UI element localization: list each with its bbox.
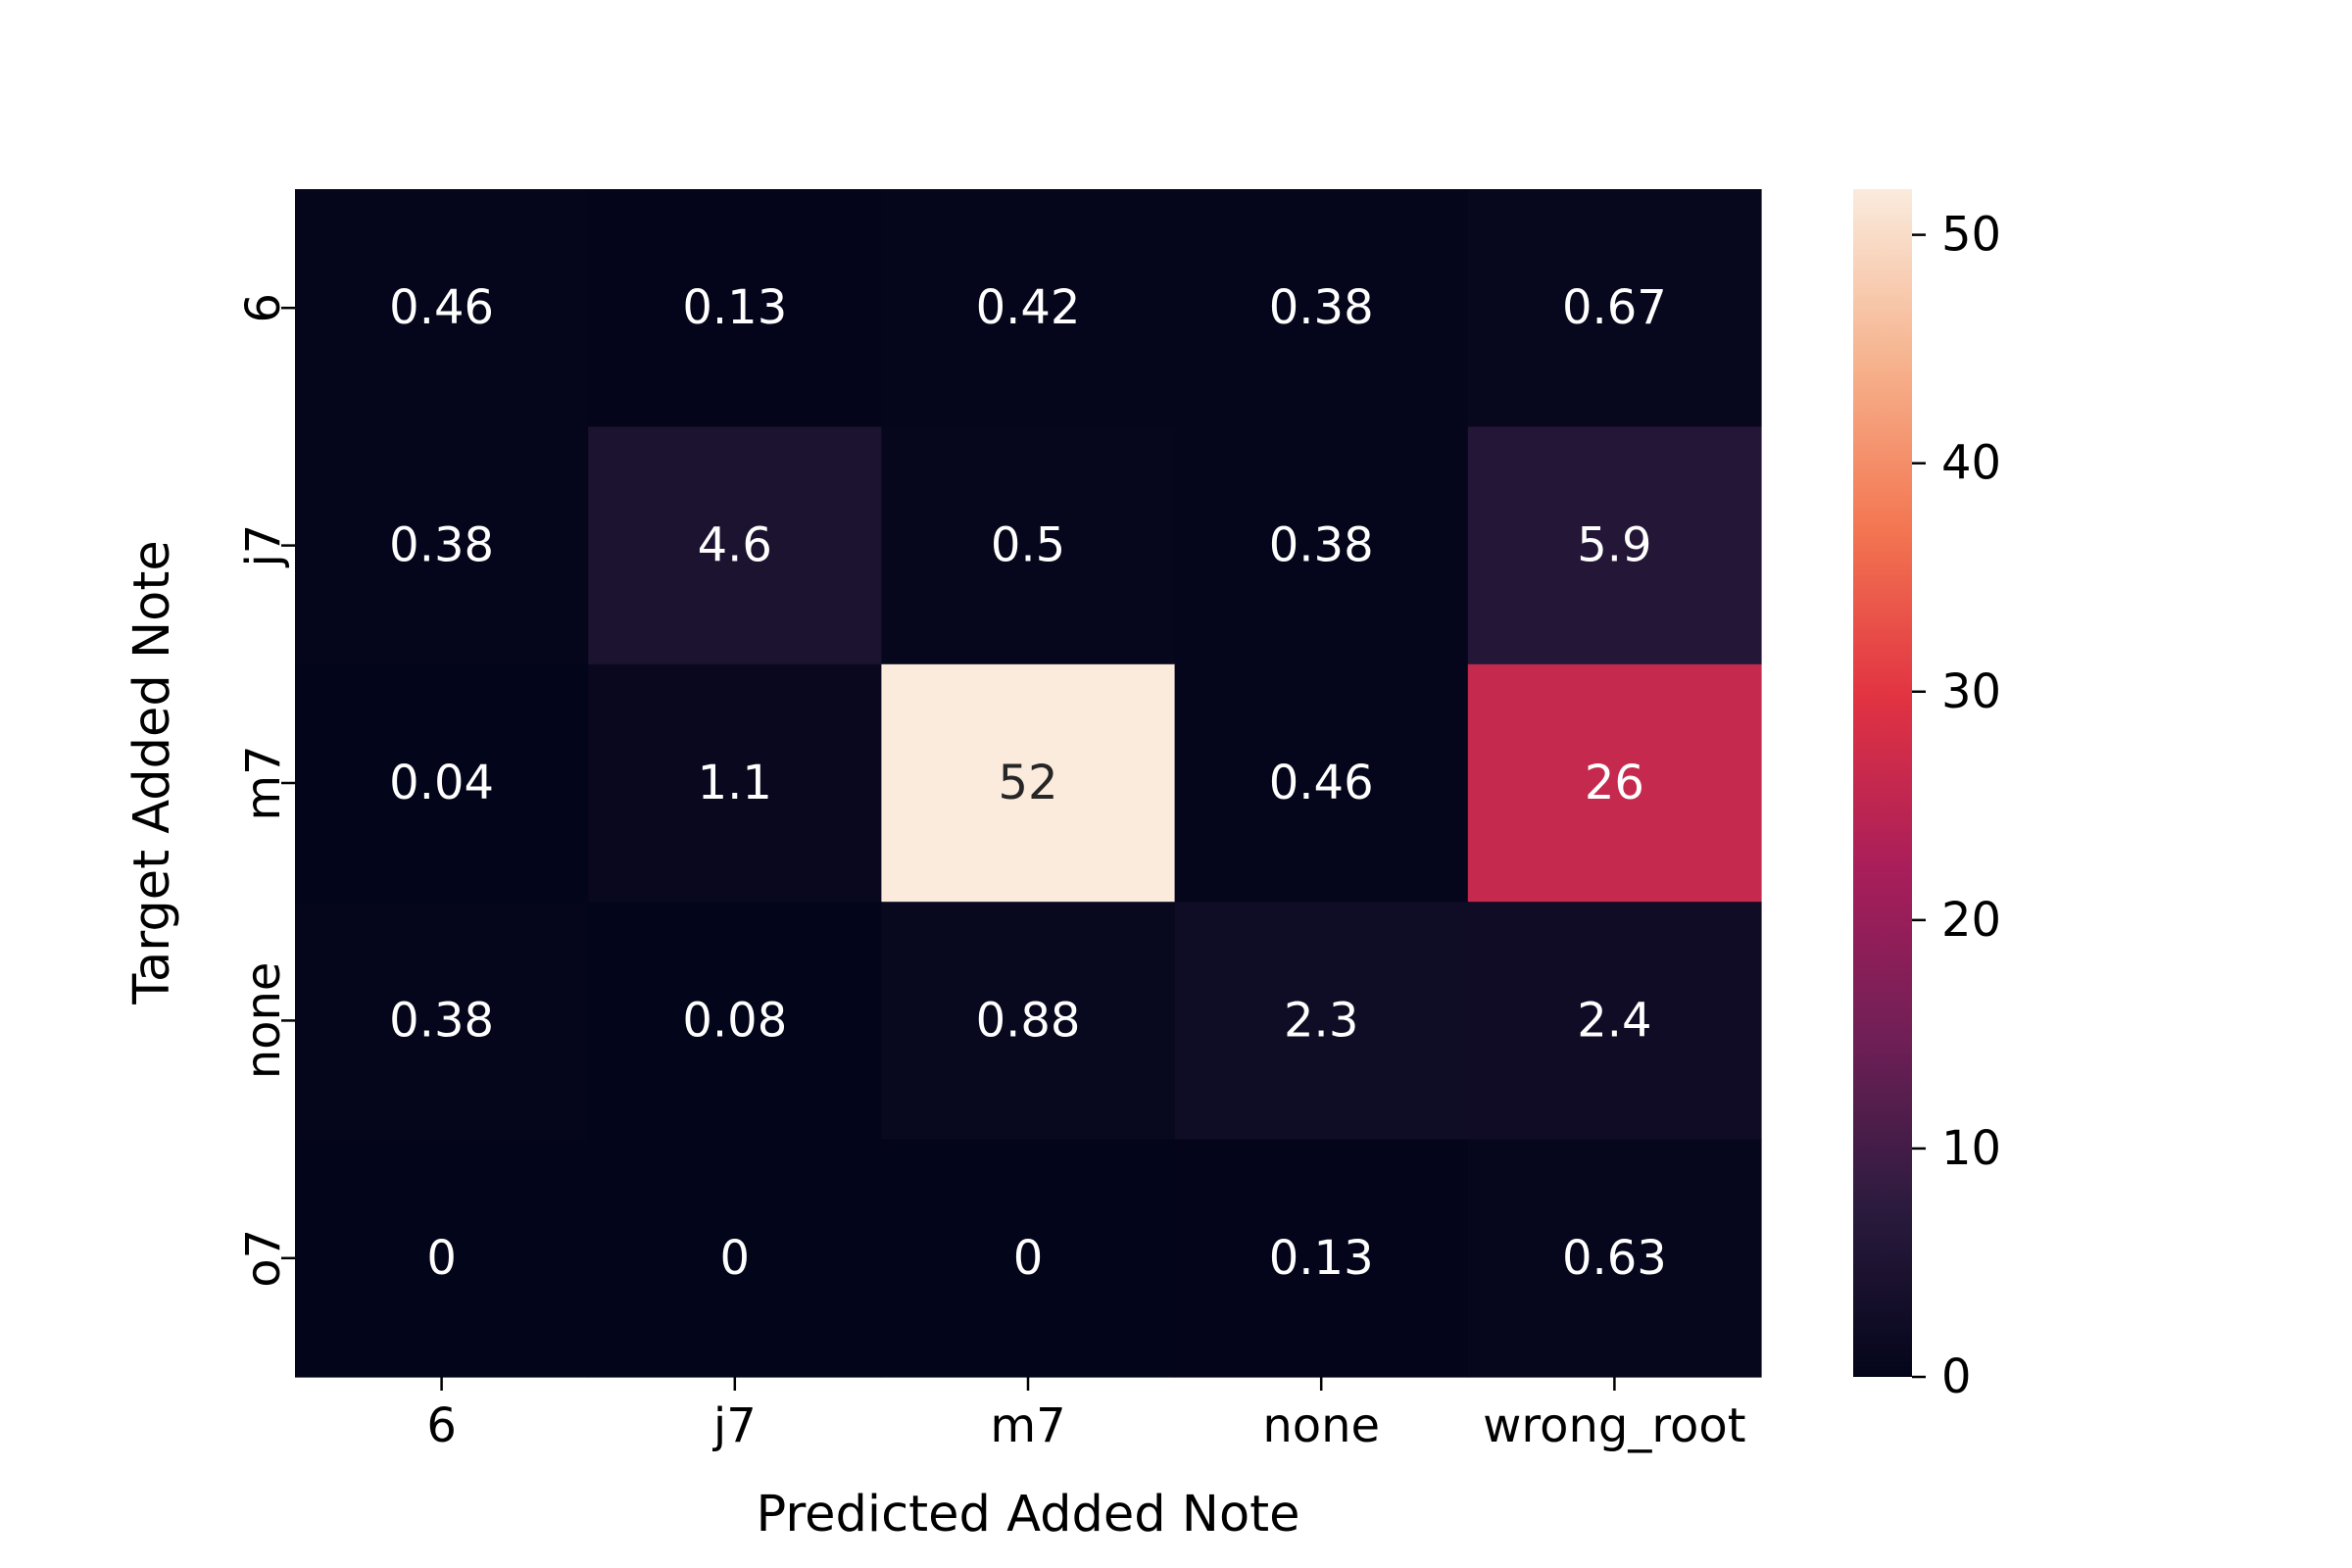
- heatmap-cell: [881, 1139, 1176, 1378]
- cell-value-label: 2.3: [1284, 993, 1358, 1048]
- heatmap-cell: [1467, 426, 1762, 665]
- heatmap-cell: [295, 1139, 589, 1378]
- cell-value-label: 2.4: [1577, 993, 1651, 1048]
- cell-value-label: 0.63: [1562, 1231, 1667, 1286]
- x-tick-label: m7: [990, 1398, 1065, 1453]
- cell-value-label: 0.5: [991, 518, 1065, 573]
- colorbar-tick-label: 20: [1941, 893, 2001, 948]
- heatmap-cell: [881, 902, 1176, 1141]
- colorbar-tick-label: 0: [1941, 1349, 1972, 1404]
- x-axis-title: Predicted Added Note: [756, 1486, 1299, 1544]
- heatmap-cell: [588, 663, 882, 903]
- heatmap-cells: [295, 189, 1762, 1378]
- colorbar-tick-label: 30: [1941, 664, 2001, 719]
- cell-value-label: 0.38: [389, 993, 494, 1048]
- heatmap-cell: [1174, 663, 1469, 903]
- heatmap-cell: [295, 663, 589, 903]
- cell-value-label: 0: [720, 1231, 751, 1286]
- cell-value-label: 0.46: [1269, 756, 1374, 810]
- heatmap-cell: [588, 1139, 882, 1378]
- y-tick-label: 6: [236, 293, 291, 323]
- cell-value-label: 26: [1585, 756, 1644, 810]
- heatmap-cell: [1174, 189, 1469, 427]
- cell-value-label: 0: [1013, 1231, 1044, 1286]
- cell-value-label: 0.08: [682, 993, 787, 1048]
- cell-value-label: 0.38: [1269, 518, 1374, 573]
- heatmap-cell-labels: 0.46 0.13 0.42 0.38 0.67 0.38 4.6 0.5 0.38 5.9 0.0…: [389, 280, 1667, 1286]
- heatmap-cell: [295, 902, 589, 1141]
- cell-value-label: 0.38: [389, 518, 494, 573]
- colorbar: 0 10 20 30 40 50: [1853, 189, 2001, 1404]
- heatmap-cell: [588, 189, 882, 427]
- cell-value-label: 0.38: [1269, 280, 1374, 335]
- x-tick-label: none: [1262, 1398, 1380, 1453]
- cell-value-label: 52: [998, 756, 1057, 810]
- y-tick-label: none: [236, 962, 291, 1080]
- cell-value-label: 0.88: [976, 993, 1081, 1048]
- heatmap-cell: [1467, 189, 1762, 427]
- y-axis: 6 j7 m7 none o7: [236, 293, 295, 1288]
- cell-value-label: 0.13: [682, 280, 787, 335]
- x-tick-label: wrong_root: [1483, 1398, 1745, 1453]
- heatmap-cell: [1174, 426, 1469, 665]
- colorbar-tick-label: 50: [1941, 208, 2001, 263]
- x-tick-label: 6: [426, 1398, 457, 1453]
- cell-value-label: 0.13: [1269, 1231, 1374, 1286]
- cell-value-label: 0: [426, 1231, 457, 1286]
- heatmap-cell: [1467, 1139, 1762, 1378]
- cell-value-label: 5.9: [1577, 518, 1651, 573]
- y-axis-title: Target Added Note: [123, 540, 181, 1004]
- y-tick-label: j7: [236, 524, 291, 568]
- heatmap-cell: [881, 426, 1176, 665]
- x-axis: 6 j7 m7 none wrong_root: [426, 1377, 1746, 1453]
- x-tick-label: j7: [712, 1398, 757, 1453]
- colorbar-gradient: [1853, 189, 1912, 1377]
- heatmap-cell: [1174, 1139, 1469, 1378]
- y-tick-label: o7: [236, 1229, 291, 1288]
- y-tick-label: m7: [236, 745, 291, 820]
- cell-value-label: 0.67: [1562, 280, 1667, 335]
- colorbar-tick-label: 40: [1941, 436, 2001, 491]
- heatmap-cell: [588, 902, 882, 1141]
- cell-value-label: 4.6: [698, 518, 772, 573]
- heatmap-cell: [295, 189, 589, 427]
- cell-value-label: 1.1: [698, 756, 772, 810]
- cell-value-label: 0.04: [389, 756, 494, 810]
- cell-value-label: 0.46: [389, 280, 494, 335]
- heatmap-cell: [295, 426, 589, 665]
- cell-value-label: 0.42: [976, 280, 1081, 335]
- heatmap-cell: [1467, 663, 1762, 903]
- heatmap-cell: [588, 426, 882, 665]
- colorbar-tick-label: 10: [1941, 1121, 2001, 1176]
- heatmap-cell: [881, 189, 1176, 427]
- heatmap-cell: [881, 663, 1176, 903]
- heatmap-cell: [1174, 902, 1469, 1141]
- heatmap-cell: [1467, 902, 1762, 1141]
